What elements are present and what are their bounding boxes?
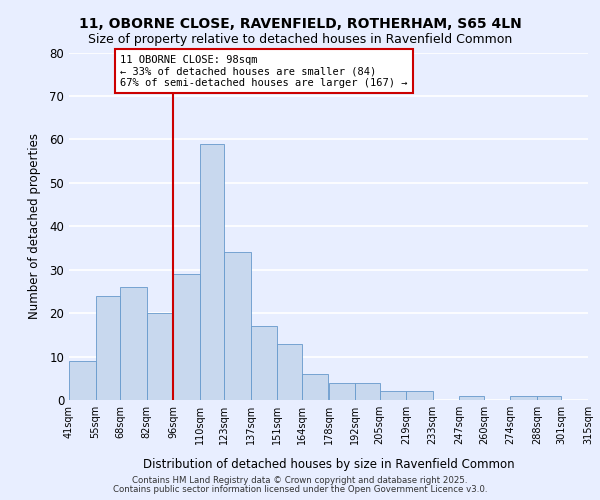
Bar: [69, 361, 95, 400]
Bar: [173, 274, 200, 400]
Bar: [537, 396, 562, 400]
Text: 11, OBORNE CLOSE, RAVENFIELD, ROTHERHAM, S65 4LN: 11, OBORNE CLOSE, RAVENFIELD, ROTHERHAM,…: [79, 18, 521, 32]
Bar: [302, 374, 329, 400]
Bar: [329, 382, 355, 400]
Bar: [277, 344, 302, 400]
Bar: [406, 392, 433, 400]
X-axis label: Distribution of detached houses by size in Ravenfield Common: Distribution of detached houses by size …: [143, 458, 514, 471]
Bar: [355, 382, 380, 400]
Bar: [511, 396, 537, 400]
Bar: [120, 287, 146, 400]
Bar: [380, 392, 406, 400]
Bar: [588, 396, 600, 400]
Text: 11 OBORNE CLOSE: 98sqm
← 33% of detached houses are smaller (84)
67% of semi-det: 11 OBORNE CLOSE: 98sqm ← 33% of detached…: [120, 54, 407, 88]
Bar: [95, 296, 120, 400]
Text: Contains HM Land Registry data © Crown copyright and database right 2025.: Contains HM Land Registry data © Crown c…: [132, 476, 468, 485]
Text: Contains public sector information licensed under the Open Government Licence v3: Contains public sector information licen…: [113, 484, 487, 494]
Y-axis label: Number of detached properties: Number of detached properties: [28, 133, 41, 320]
Bar: [251, 326, 277, 400]
Bar: [224, 252, 251, 400]
Text: Size of property relative to detached houses in Ravenfield Common: Size of property relative to detached ho…: [88, 32, 512, 46]
Bar: [146, 313, 173, 400]
Bar: [200, 144, 224, 400]
Bar: [459, 396, 484, 400]
